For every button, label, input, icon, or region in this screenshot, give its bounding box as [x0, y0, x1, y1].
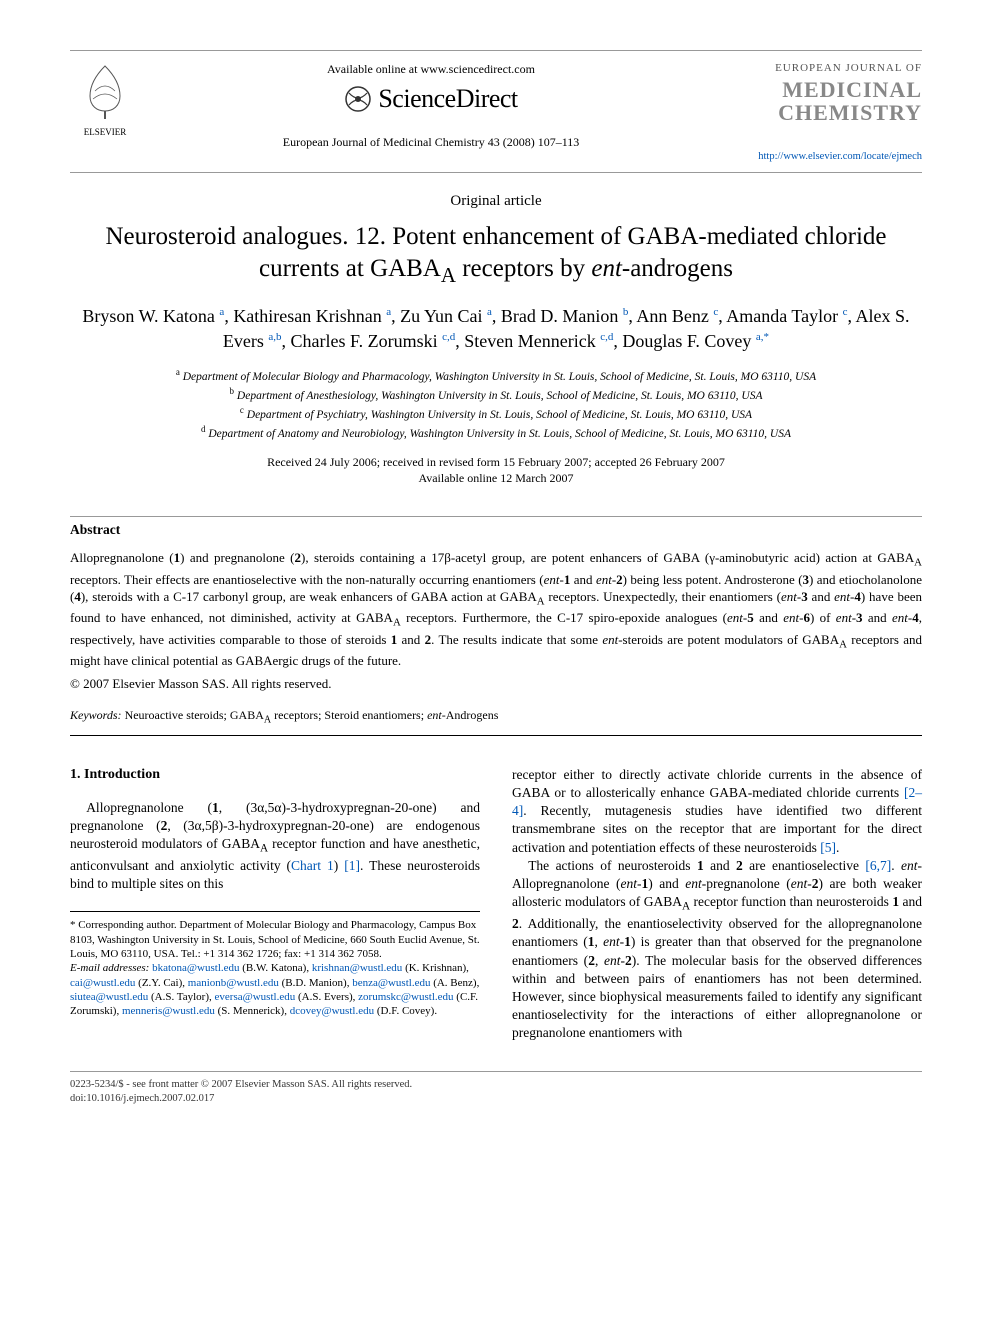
right-para1: receptor either to directly activate chl…	[512, 766, 922, 857]
corresponding-footnote: * Corresponding author. Department of Mo…	[70, 918, 480, 961]
dates-online: Available online 12 March 2007	[70, 470, 922, 486]
authors-list: Bryson W. Katona a, Kathiresan Krishnan …	[70, 304, 922, 354]
dates-received: Received 24 July 2006; received in revis…	[70, 454, 922, 470]
left-column: 1. Introduction Allopregnanolone (1, (3α…	[70, 766, 480, 1043]
elsevier-tree-icon	[75, 61, 135, 121]
footer-line2: doi:10.1016/j.ejmech.2007.02.017	[70, 1092, 922, 1106]
journal-logo-line2: CHEMISTRY	[722, 101, 922, 124]
intro-paragraph-left: Allopregnanolone (1, (3α,5α)-3-hydroxypr…	[70, 799, 480, 894]
sciencedirect-logo: ScienceDirect	[344, 81, 517, 116]
elsevier-logo: ELSEVIER	[70, 61, 140, 138]
divider	[70, 516, 922, 517]
footer-line1: 0223-5234/$ - see front matter © 2007 El…	[70, 1078, 922, 1092]
journal-citation: European Journal of Medicinal Chemistry …	[150, 134, 712, 150]
affiliation-line: c Department of Psychiatry, Washington U…	[70, 404, 922, 423]
abstract-label: Abstract	[70, 521, 922, 539]
keywords-row: Keywords: Neuroactive steroids; GABAA re…	[70, 707, 922, 727]
footnote-block: * Corresponding author. Department of Mo…	[70, 911, 480, 1018]
article-dates: Received 24 July 2006; received in revis…	[70, 454, 922, 486]
body-columns: 1. Introduction Allopregnanolone (1, (3α…	[70, 766, 922, 1043]
article-title: Neurosteroid analogues. 12. Potent enhan…	[70, 221, 922, 287]
affiliation-line: a Department of Molecular Biology and Ph…	[70, 366, 922, 385]
sciencedirect-orb-icon	[344, 85, 372, 113]
keywords-text: Neuroactive steroids; GABAA receptors; S…	[125, 708, 499, 722]
header-center: Available online at www.sciencedirect.co…	[140, 61, 722, 150]
journal-logo-top: EUROPEAN JOURNAL OF	[722, 61, 922, 76]
affiliation-line: d Department of Anatomy and Neurobiology…	[70, 423, 922, 442]
abstract-text: Allopregnanolone (1) and pregnanolone (2…	[70, 549, 922, 669]
right-para2: The actions of neurosteroids 1 and 2 are…	[512, 857, 922, 1043]
intro-heading: 1. Introduction	[70, 766, 480, 785]
intro-para-text: Allopregnanolone (1, (3α,5α)-3-hydroxypr…	[70, 799, 480, 894]
locate-link[interactable]: http://www.elsevier.com/locate/ejmech	[722, 150, 922, 164]
keywords-label: Keywords:	[70, 708, 122, 722]
header-row: ELSEVIER Available online at www.science…	[70, 50, 922, 173]
available-online-text: Available online at www.sciencedirect.co…	[150, 61, 712, 77]
header-right: EUROPEAN JOURNAL OF MEDICINAL CHEMISTRY …	[722, 61, 922, 164]
right-column: receptor either to directly activate chl…	[512, 766, 922, 1043]
sciencedirect-text: ScienceDirect	[378, 81, 517, 116]
journal-logo: EUROPEAN JOURNAL OF MEDICINAL CHEMISTRY	[722, 61, 922, 124]
abstract-copyright: © 2007 Elsevier Masson SAS. All rights r…	[70, 675, 922, 693]
elsevier-label: ELSEVIER	[70, 126, 140, 138]
right-col-text: receptor either to directly activate chl…	[512, 766, 922, 1043]
affiliation-line: b Department of Anesthesiology, Washingt…	[70, 385, 922, 404]
emails-label: E-mail addresses:	[70, 962, 149, 974]
divider	[70, 735, 922, 736]
affiliations: a Department of Molecular Biology and Ph…	[70, 366, 922, 442]
article-type: Original article	[70, 191, 922, 211]
journal-logo-line1: MEDICINAL	[722, 78, 922, 101]
emails-footnote: E-mail addresses: bkatona@wustl.edu (B.W…	[70, 961, 480, 1018]
footer-bar: 0223-5234/$ - see front matter © 2007 El…	[70, 1071, 922, 1106]
